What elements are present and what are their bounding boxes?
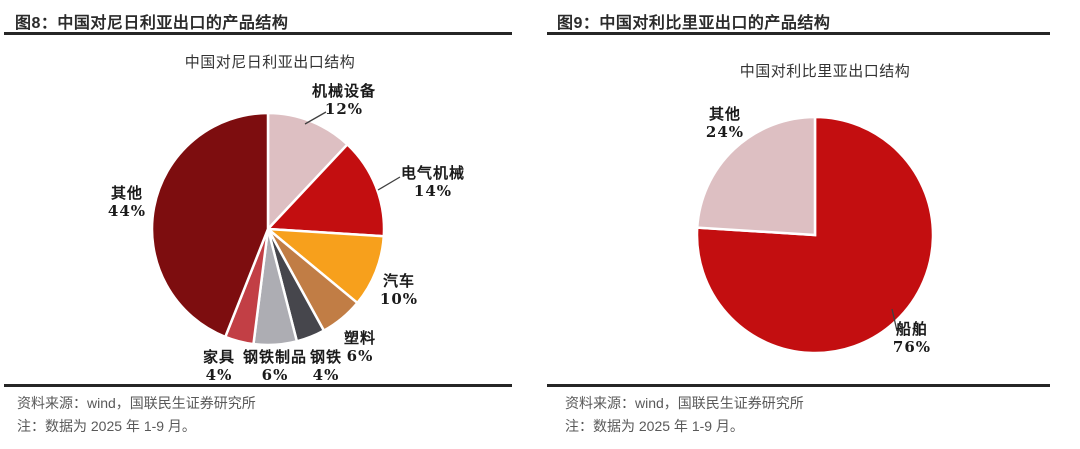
chart-title: 中国对利比里亚出口结构 bbox=[739, 62, 911, 80]
pie-label-pct: 6% bbox=[346, 346, 374, 365]
footer-rule bbox=[4, 384, 512, 387]
label-leader-line bbox=[304, 111, 327, 125]
pie-label-name: 船舶 bbox=[895, 320, 929, 338]
panel-figure-8: 图8：中国对尼日利亚出口的产品结构 中国对尼日利亚出口结构 机械设备 12% 电… bbox=[4, 15, 512, 434]
pie-label-pct: 6% bbox=[261, 365, 289, 384]
pie-label-electrical-machinery: 电气机械 14% bbox=[400, 164, 466, 200]
pie-label-pct: 12% bbox=[324, 99, 364, 118]
note-line: 注：数据为 2025 年 1-9 月。 bbox=[565, 418, 744, 434]
pie-label-machinery-equipment: 机械设备 12% bbox=[311, 82, 377, 118]
pie-label-others: 其他 24% bbox=[705, 105, 745, 141]
pie-label-pct: 44% bbox=[107, 201, 147, 220]
pie-label-name: 机械设备 bbox=[311, 82, 377, 100]
pie-label-name: 钢铁制品 bbox=[242, 348, 308, 366]
figure-header: 图9：中国对利比里亚出口的产品结构 bbox=[557, 15, 831, 32]
pie-label-name: 汽车 bbox=[382, 272, 416, 290]
figure-header: 图8：中国对尼日利亚出口的产品结构 bbox=[15, 15, 289, 32]
label-leader-line bbox=[891, 308, 898, 332]
footer-rule bbox=[547, 384, 1050, 387]
header-rule bbox=[4, 32, 512, 35]
pie-label-steel-products: 钢铁制品 6% bbox=[242, 348, 308, 384]
pie-label-name: 钢铁 bbox=[309, 348, 343, 366]
pie-label-pct: 76% bbox=[892, 337, 932, 356]
pie-label-pct: 14% bbox=[413, 181, 453, 200]
pie-slice-2 bbox=[264, 227, 386, 305]
pie-label-name: 电气机械 bbox=[400, 164, 466, 182]
pie-label-name: 其他 bbox=[110, 184, 144, 202]
pie-label-plastics: 塑料 6% bbox=[343, 329, 377, 365]
pie-label-name: 塑料 bbox=[343, 329, 377, 347]
pie-slice-1 bbox=[265, 142, 386, 238]
pie-slice-0 bbox=[695, 115, 935, 355]
pie-label-pct: 24% bbox=[705, 122, 745, 141]
pie-label-furniture: 家具 4% bbox=[202, 348, 236, 384]
chart-title: 中国对尼日利亚出口结构 bbox=[184, 53, 356, 71]
pie-label-steel: 钢铁 4% bbox=[309, 348, 343, 384]
pie-label-automobiles: 汽车 10% bbox=[379, 272, 419, 308]
note-line: 注：数据为 2025 年 1-9 月。 bbox=[17, 418, 196, 434]
pie-label-ships: 船舶 76% bbox=[892, 320, 932, 356]
pie-label-pct: 4% bbox=[205, 365, 233, 384]
pie-chart-nigeria bbox=[150, 111, 401, 347]
pie-label-name: 家具 bbox=[202, 348, 236, 366]
source-line: 资料来源：wind，国联民生证券研究所 bbox=[17, 395, 256, 411]
pie-label-pct: 10% bbox=[379, 289, 419, 308]
label-leader-line bbox=[377, 176, 401, 191]
pie-slice-1 bbox=[695, 115, 817, 237]
header-rule bbox=[547, 32, 1050, 35]
pie-label-pct: 4% bbox=[312, 365, 340, 384]
pie-label-name: 其他 bbox=[708, 105, 742, 123]
panel-figure-9: 图9：中国对利比里亚出口的产品结构 中国对利比里亚出口结构 其他 24% 船舶 … bbox=[540, 0, 1080, 449]
pie-chart-liberia bbox=[695, 115, 935, 355]
pie-label-others: 其他 44% bbox=[107, 184, 147, 220]
pie-slice-7 bbox=[150, 111, 270, 339]
source-line: 资料来源：wind，国联民生证券研究所 bbox=[565, 395, 804, 411]
